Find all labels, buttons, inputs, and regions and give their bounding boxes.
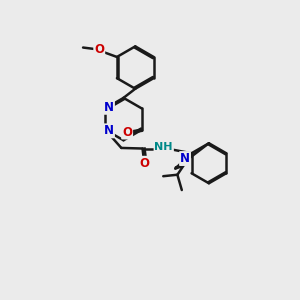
Text: O: O (139, 157, 149, 170)
Text: NH: NH (154, 142, 173, 152)
Text: N: N (104, 101, 114, 114)
Text: N: N (104, 124, 114, 137)
Text: N: N (180, 152, 190, 165)
Text: O: O (122, 125, 132, 139)
Text: O: O (94, 43, 104, 56)
